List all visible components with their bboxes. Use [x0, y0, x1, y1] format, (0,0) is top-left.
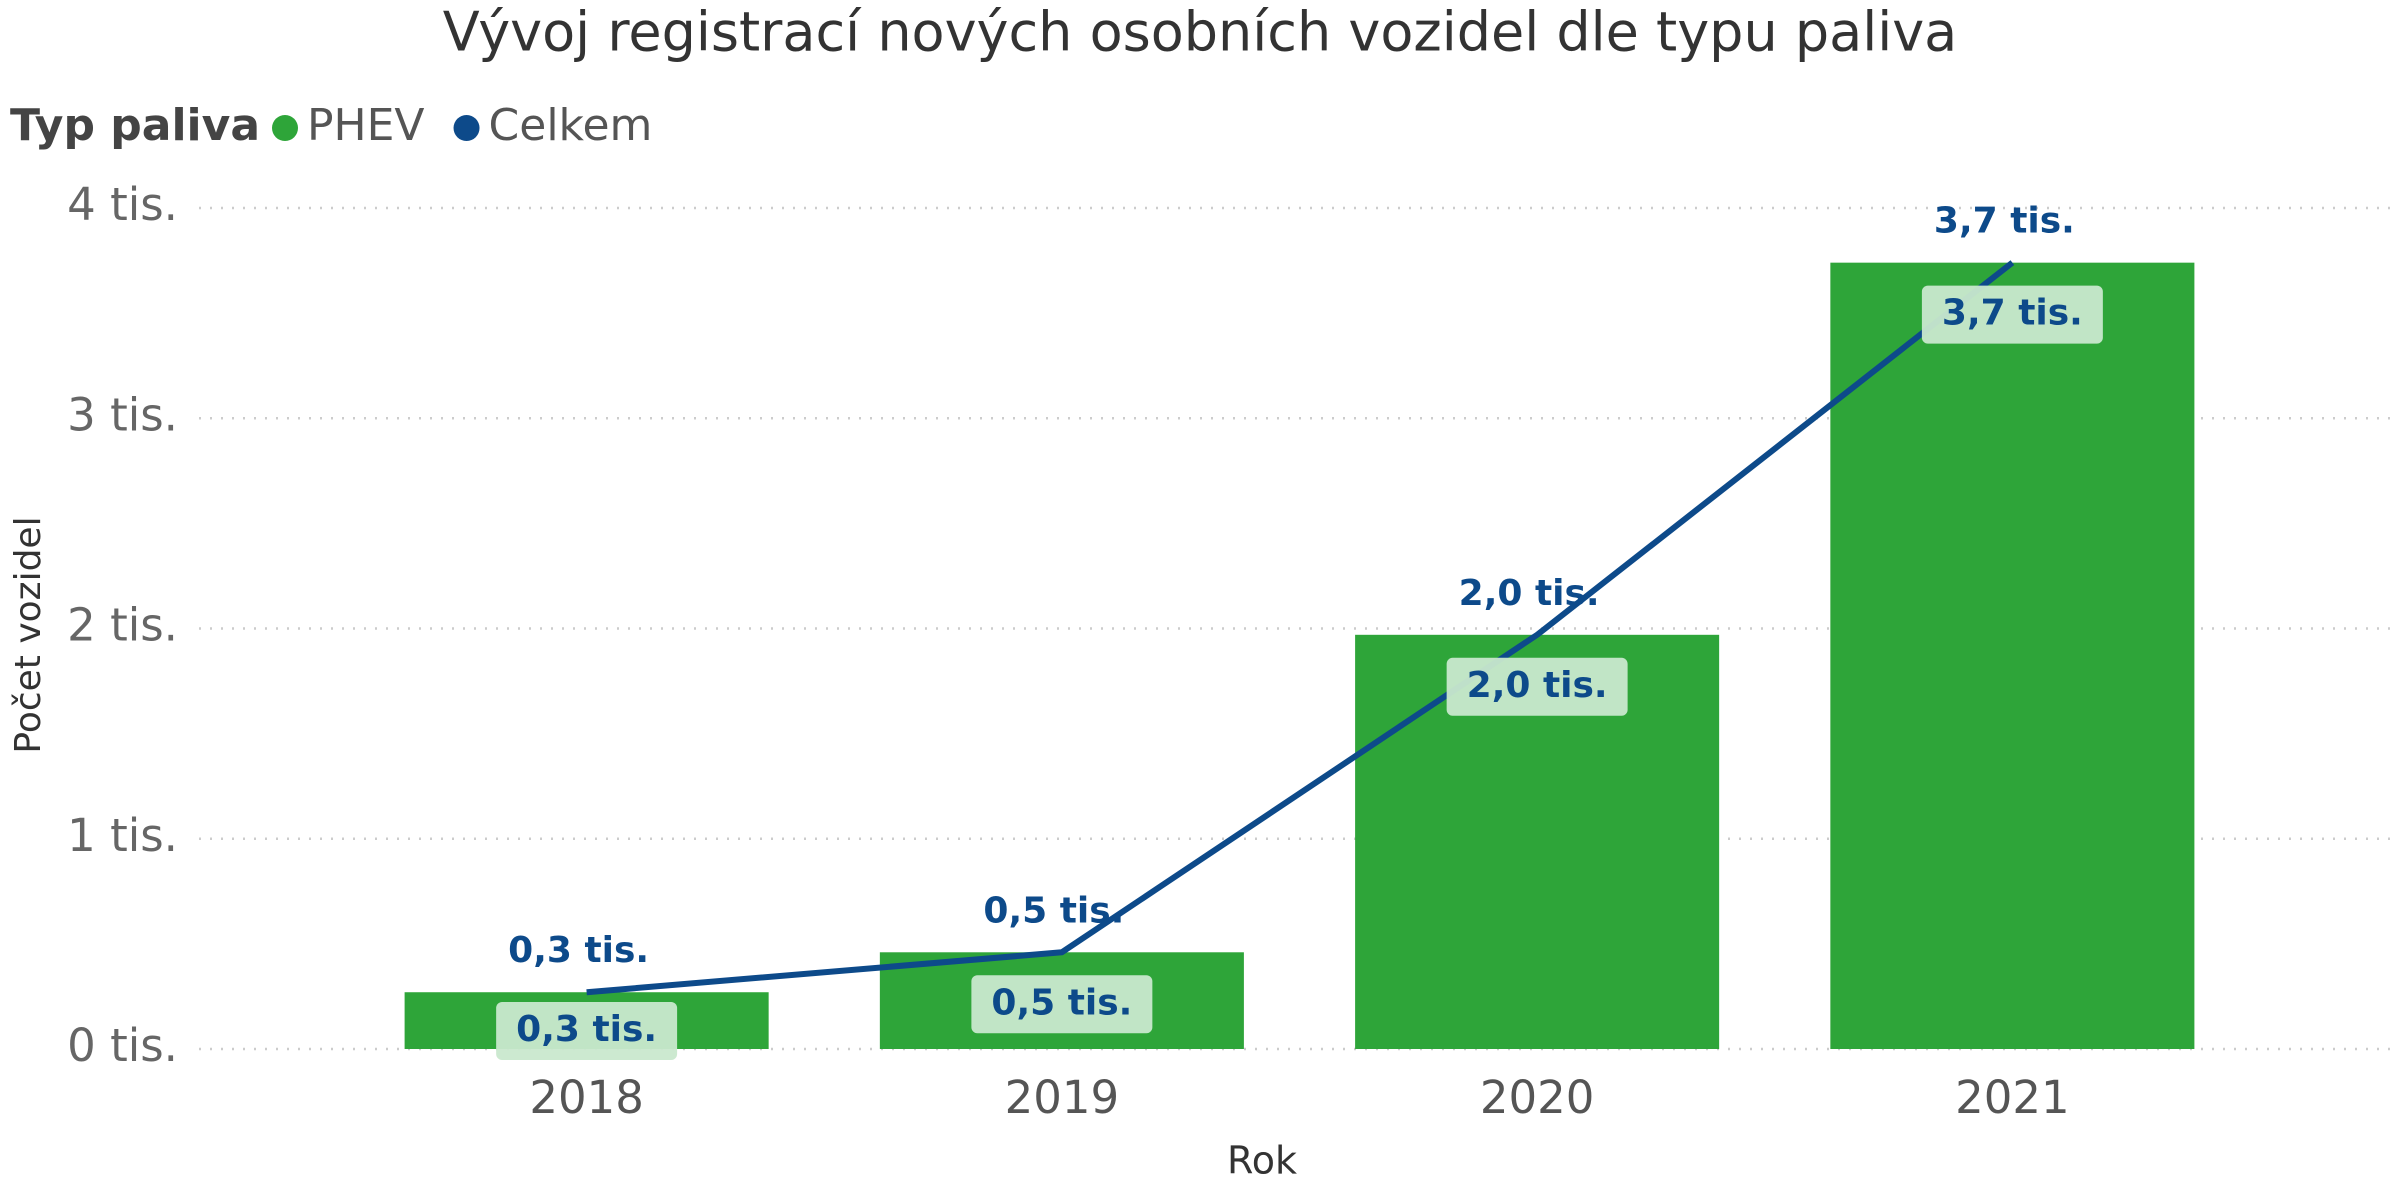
x-tick-label: 2020: [1480, 1071, 1595, 1124]
legend-label: PHEV: [307, 100, 425, 151]
x-tick-label: 2018: [529, 1071, 644, 1124]
chart-title: Vývoj registrací nových osobních vozidel…: [443, 1, 1958, 64]
bar-value-label: 3,7 tis.: [1942, 293, 2083, 334]
legend-title: Typ paliva: [10, 100, 260, 151]
legend-marker: [272, 115, 298, 141]
line-value-label: 3,7 tis.: [1934, 201, 2075, 242]
bar-label-group: 0,3 tis.: [496, 1002, 678, 1060]
bar: [1830, 262, 2195, 1049]
x-axis-label: Rok: [1227, 1139, 1297, 1183]
bar-value-label: 2,0 tis.: [1467, 665, 1608, 706]
line: [586, 260, 2015, 996]
bar-value-label: 0,3 tis.: [516, 1009, 657, 1050]
bar-label-group: 3,7 tis.: [1921, 285, 2103, 344]
bar-label-group: 0,5 tis.: [971, 975, 1153, 1034]
y-tick-label: 3 tis.: [67, 388, 178, 441]
y-tick-label: 2 tis.: [67, 599, 178, 652]
y-tick-label: 1 tis.: [67, 809, 178, 862]
y-axis-label: Počet vozidel: [8, 516, 49, 753]
bar-label-box: [1921, 285, 2103, 344]
line-value-label: 2,0 tis.: [1459, 573, 1600, 614]
bar-label-group: 2,0 tis.: [1446, 657, 1628, 716]
y-tick-label: 0 tis.: [67, 1019, 178, 1072]
bar-label-box: [496, 1002, 678, 1060]
bar-label-box: [1446, 657, 1628, 716]
y-tick-label: 4 tis.: [67, 178, 178, 231]
bar-value-label: 0,5 tis.: [991, 982, 1132, 1023]
x-tick-label: 2021: [1955, 1071, 2070, 1124]
x-tick-label: 2019: [1005, 1071, 1120, 1124]
line-value-label: 0,5 tis.: [983, 890, 1124, 931]
legend-marker: [453, 115, 480, 141]
line-value-label: 0,3 tis.: [508, 930, 649, 971]
bar-label-box: [971, 975, 1153, 1034]
legend-label: Celkem: [489, 100, 653, 151]
